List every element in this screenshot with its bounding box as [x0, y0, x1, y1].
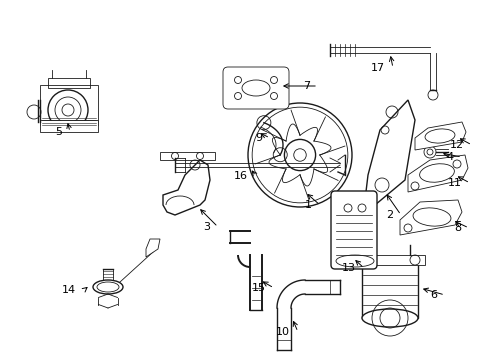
Ellipse shape [361, 309, 417, 327]
FancyBboxPatch shape [40, 120, 98, 132]
FancyBboxPatch shape [330, 191, 376, 269]
Polygon shape [399, 200, 461, 235]
Text: 8: 8 [453, 223, 460, 233]
Polygon shape [146, 239, 160, 257]
Text: 16: 16 [234, 171, 247, 181]
Ellipse shape [419, 164, 453, 182]
Text: 1: 1 [305, 200, 311, 210]
Polygon shape [361, 262, 417, 318]
Ellipse shape [424, 129, 454, 143]
Ellipse shape [335, 255, 373, 267]
Polygon shape [414, 122, 465, 150]
Text: 3: 3 [203, 222, 209, 232]
Text: 2: 2 [385, 210, 392, 220]
Text: 5: 5 [55, 127, 62, 137]
Text: 7: 7 [302, 81, 309, 91]
Text: 6: 6 [429, 290, 436, 300]
Ellipse shape [242, 80, 269, 96]
Text: 12: 12 [449, 140, 463, 150]
Polygon shape [40, 85, 98, 125]
Text: 17: 17 [370, 63, 384, 73]
Text: 14: 14 [62, 285, 76, 295]
Ellipse shape [93, 280, 123, 294]
Polygon shape [354, 255, 424, 265]
Ellipse shape [412, 208, 450, 226]
Polygon shape [407, 155, 467, 192]
Text: 9: 9 [254, 133, 262, 143]
Text: 13: 13 [341, 263, 355, 273]
Text: 10: 10 [275, 327, 289, 337]
Text: 15: 15 [251, 283, 265, 293]
Text: 11: 11 [447, 178, 461, 188]
FancyBboxPatch shape [223, 67, 288, 109]
Text: 4: 4 [446, 152, 453, 162]
